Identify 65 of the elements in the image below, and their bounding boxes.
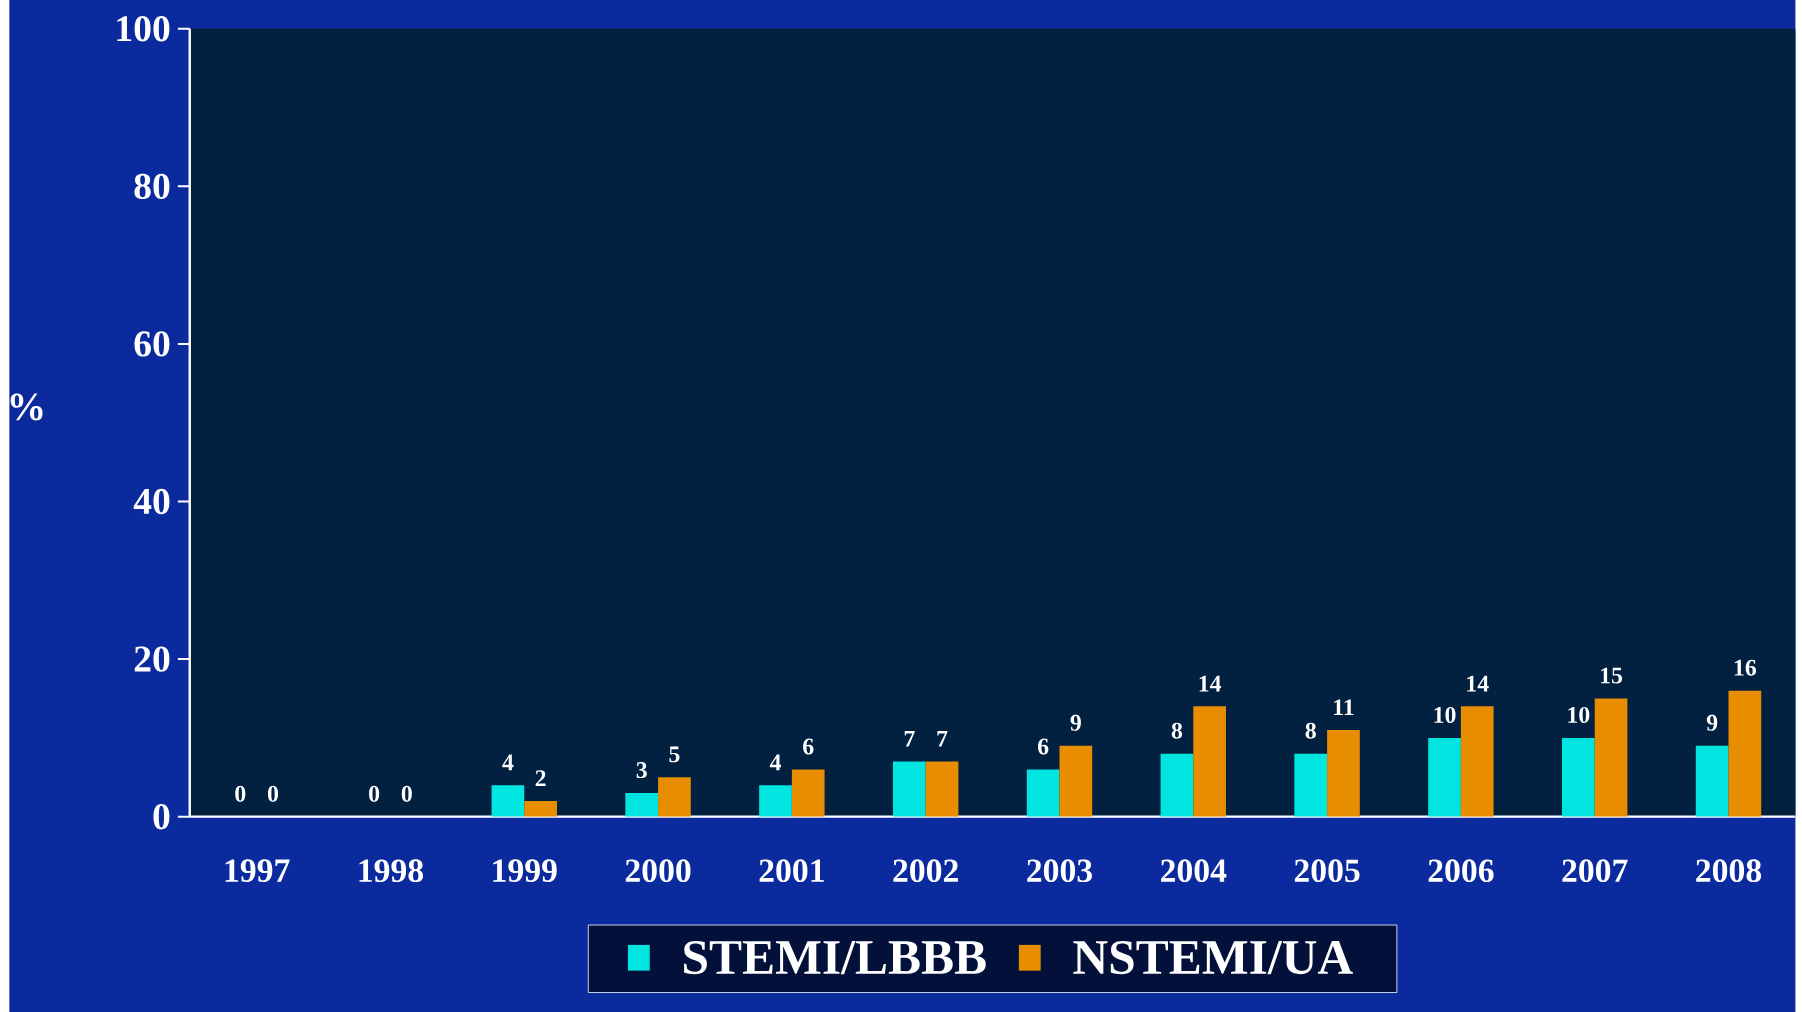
y-tick-label: 80 xyxy=(134,173,170,200)
data-label: 15 xyxy=(1601,667,1623,684)
data-label: 0 xyxy=(267,785,279,802)
bar xyxy=(658,777,691,817)
x-tick-label: 2000 xyxy=(625,859,691,883)
data-label: 4 xyxy=(769,754,782,771)
bar xyxy=(759,785,792,817)
x-tick-label: 2008 xyxy=(1696,859,1762,883)
data-label: 0 xyxy=(235,785,246,802)
data-label: 0 xyxy=(401,785,412,802)
bar xyxy=(1561,737,1595,817)
data-label: 7 xyxy=(937,731,948,747)
bar xyxy=(1594,698,1628,817)
bar xyxy=(625,793,659,817)
bar xyxy=(1460,706,1494,817)
legend-label: STEMI/LBBB xyxy=(684,940,986,975)
bar xyxy=(892,761,926,817)
data-label: 6 xyxy=(803,738,814,755)
data-label: 10 xyxy=(1568,706,1590,723)
bar xyxy=(1059,745,1093,817)
y-tick-label: 100 xyxy=(117,16,170,42)
data-label: 10 xyxy=(1434,706,1456,723)
bar xyxy=(1193,706,1226,817)
x-tick-label: 1997 xyxy=(225,859,290,883)
x-tick-label: 2004 xyxy=(1161,859,1227,883)
data-label: 14 xyxy=(1467,675,1489,692)
bar xyxy=(925,761,959,817)
bar xyxy=(1026,769,1060,817)
x-tick-label: 1998 xyxy=(359,859,424,883)
legend-label: NSTEMI/UA xyxy=(1073,940,1353,975)
y-tick-label: 20 xyxy=(134,646,170,672)
data-label: 0 xyxy=(369,785,380,802)
data-label: 8 xyxy=(1305,722,1316,739)
bar xyxy=(1294,753,1328,817)
data-label: 6 xyxy=(1037,738,1049,755)
data-label: 3 xyxy=(636,762,647,779)
x-tick-label: 1999 xyxy=(493,859,557,883)
data-label: 9 xyxy=(1070,714,1081,731)
y-tick-label: 40 xyxy=(133,488,170,515)
x-tick-label: 2007 xyxy=(1562,859,1628,883)
x-tick-label: 2001 xyxy=(759,859,824,883)
data-label: 16 xyxy=(1734,659,1757,676)
bar xyxy=(1695,745,1729,817)
bar xyxy=(1160,753,1194,817)
bar xyxy=(1728,690,1762,817)
y-axis-title: % xyxy=(10,393,43,421)
data-label: 5 xyxy=(669,746,680,763)
bar xyxy=(524,800,557,817)
y-tick-label: 60 xyxy=(134,331,170,357)
x-tick-label: 2002 xyxy=(893,859,958,883)
x-tick-label: 2006 xyxy=(1428,859,1494,883)
data-label: 4 xyxy=(502,754,514,771)
bar xyxy=(1428,737,1461,817)
x-tick-label: 2005 xyxy=(1294,859,1360,883)
data-label: 9 xyxy=(1706,714,1718,731)
data-label: 7 xyxy=(904,731,915,747)
data-label: 14 xyxy=(1199,675,1222,692)
bar xyxy=(491,785,525,817)
data-label: 11 xyxy=(1334,699,1354,716)
data-label: 2 xyxy=(535,770,546,787)
bar xyxy=(1327,730,1360,817)
x-tick-label: 2003 xyxy=(1027,859,1093,883)
bar xyxy=(791,769,825,817)
data-label: 8 xyxy=(1171,722,1183,739)
y-tick-label: 0 xyxy=(153,804,170,830)
